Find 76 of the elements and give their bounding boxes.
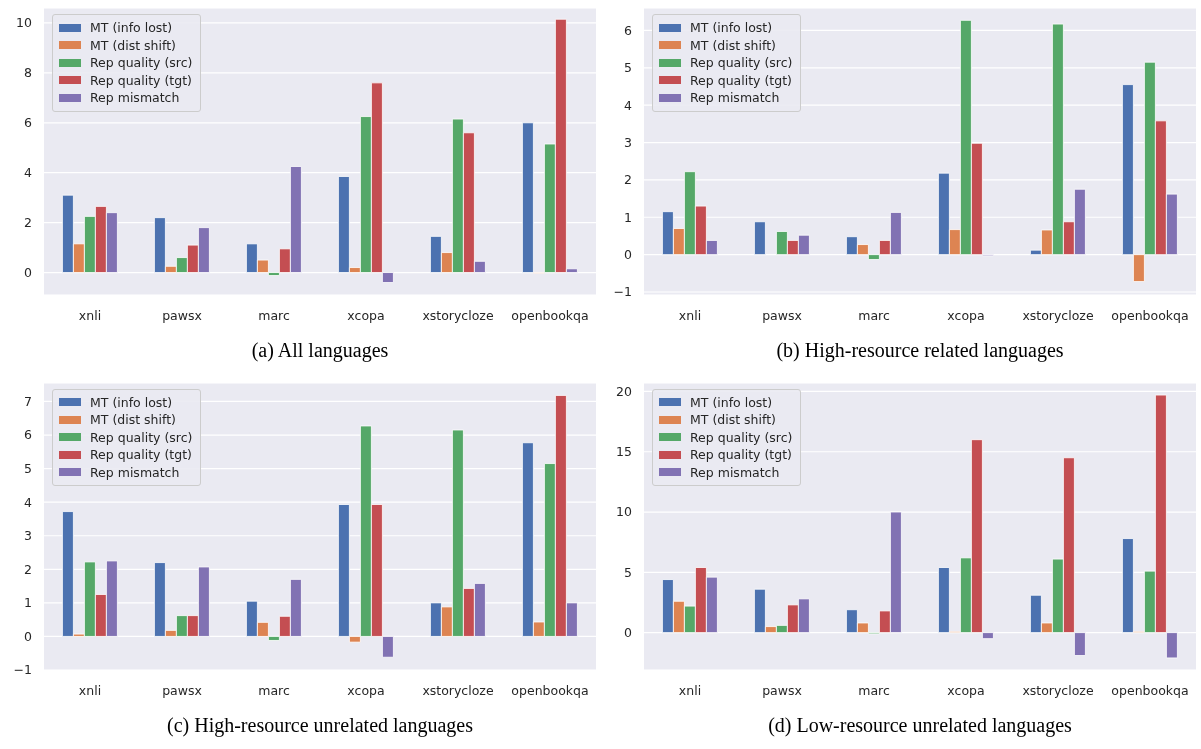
text: (d) Low-resource unrelated languages <box>767 713 1073 737</box>
y-tick-label: 4 <box>24 165 33 181</box>
y-tick-label: 10 <box>616 503 633 519</box>
x-tick-label: xcopa <box>347 682 385 698</box>
x-tick-label: xstorycloze <box>422 307 494 323</box>
x-tick-label: openbookqa <box>1111 682 1189 698</box>
legend-label: Rep quality (src) <box>90 54 193 72</box>
legend-label: MT (dist shift) <box>90 36 176 54</box>
x-tick-label: xcopa <box>347 307 385 323</box>
x-tick-label: pawsx <box>162 307 202 323</box>
y-tick-label: 4 <box>24 494 33 510</box>
y-tick-label: 4 <box>624 97 633 113</box>
y-tick-label: 1 <box>24 594 32 610</box>
y-tick-label: 6 <box>24 115 33 131</box>
legend-label: Rep quality (src) <box>690 54 793 72</box>
x-tick-label: marc <box>258 307 290 323</box>
y-tick-label: 0 <box>624 247 633 263</box>
x-tick-label: marc <box>858 307 890 323</box>
legend-label: MT (info lost) <box>690 19 773 37</box>
x-tick-label: pawsx <box>762 307 802 323</box>
x-tick-label: xstorycloze <box>1022 682 1094 698</box>
legend-label: MT (info lost) <box>90 393 173 411</box>
x-tick-label: marc <box>858 682 890 698</box>
x-tick-label: pawsx <box>762 682 802 698</box>
y-tick-label: 5 <box>624 60 632 76</box>
y-tick-label: 15 <box>616 443 632 459</box>
y-tick-label: 3 <box>24 527 32 543</box>
y-tick-label: 7 <box>24 393 32 409</box>
text: (a) All languages <box>250 339 390 362</box>
x-tick-label: openbookqa <box>511 307 589 323</box>
y-tick-label: 20 <box>616 383 633 399</box>
y-tick-label: 0 <box>24 264 33 280</box>
legend-label: Rep mismatch <box>90 89 180 107</box>
legend-label: MT (dist shift) <box>90 411 176 429</box>
x-tick-label: xnli <box>78 307 102 323</box>
y-tick-label: 0 <box>24 628 33 644</box>
legend-label: MT (dist shift) <box>690 36 776 54</box>
y-tick-label: 0 <box>624 624 633 640</box>
y-tick-label: 3 <box>624 134 632 150</box>
text: (c) High-resource unrelated languages <box>166 713 474 737</box>
y-tick-label: 5 <box>624 564 632 580</box>
x-tick-label: openbookqa <box>511 682 589 698</box>
legend-label: Rep quality (tgt) <box>690 71 792 89</box>
x-tick-label: pawsx <box>162 682 202 698</box>
legend-label: Rep quality (src) <box>90 428 193 446</box>
y-tick-label: 2 <box>24 561 32 577</box>
y-tick-label: 6 <box>24 426 33 442</box>
y-tick-label: 5 <box>24 460 32 476</box>
x-tick-label: xnli <box>78 682 102 698</box>
text: (b) High-resource related languages <box>775 339 1065 362</box>
legend-label: Rep mismatch <box>690 89 780 107</box>
legend-label: Rep quality (src) <box>690 428 793 446</box>
x-tick-label: xstorycloze <box>1022 307 1094 323</box>
legend-label: Rep mismatch <box>90 463 180 481</box>
x-tick-label: xcopa <box>947 682 985 698</box>
y-tick-label: 2 <box>624 172 632 188</box>
y-tick-label: 2 <box>24 215 32 231</box>
x-tick-label: marc <box>258 682 290 698</box>
x-tick-label: xstorycloze <box>422 682 494 698</box>
y-tick-label: 6 <box>624 22 633 38</box>
legend-label: MT (info lost) <box>690 393 773 411</box>
legend-label: Rep quality (tgt) <box>90 71 192 89</box>
y-tick-label: 1 <box>624 209 632 225</box>
x-tick-label: xnli <box>678 682 702 698</box>
legend-label: Rep quality (tgt) <box>690 446 792 464</box>
x-tick-label: xcopa <box>947 307 985 323</box>
x-tick-label: xnli <box>678 307 702 323</box>
x-tick-label: openbookqa <box>1111 307 1189 323</box>
y-tick-label: 8 <box>24 65 33 81</box>
legend-label: MT (info lost) <box>90 19 173 37</box>
y-tick-label: −1 <box>613 284 632 300</box>
legend-label: MT (dist shift) <box>690 411 776 429</box>
legend-label: Rep quality (tgt) <box>90 446 192 464</box>
y-tick-label: 10 <box>16 15 33 31</box>
legend-label: Rep mismatch <box>690 463 780 481</box>
y-tick-label: −1 <box>13 661 32 677</box>
